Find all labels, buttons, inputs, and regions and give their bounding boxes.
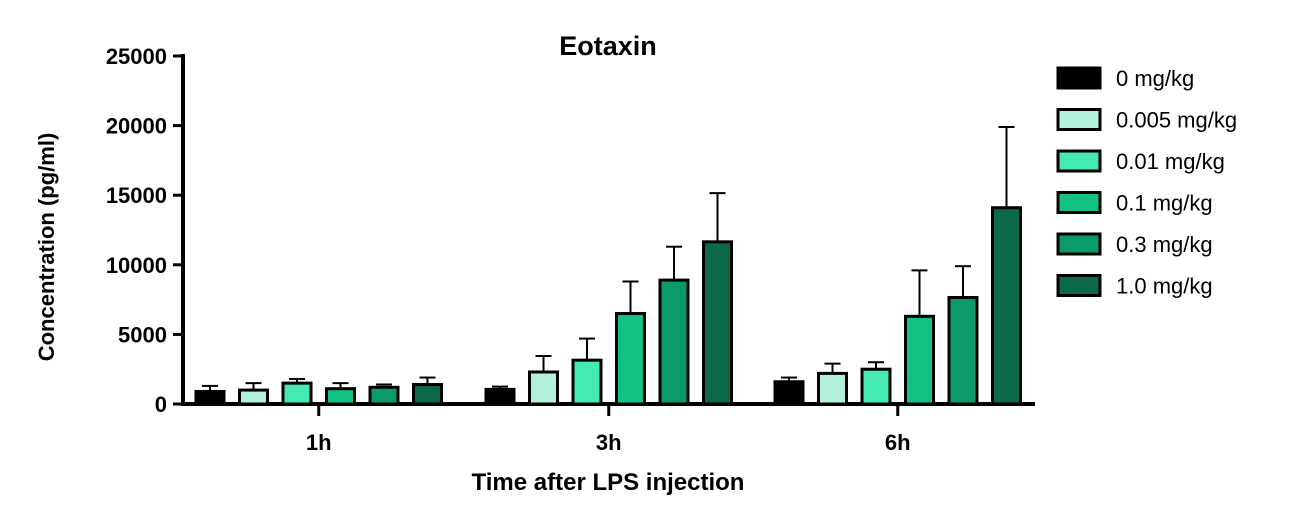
x-tick-label: 1h: [306, 430, 332, 455]
bar-6h-5: [991, 206, 1022, 406]
bar-1h-0: [194, 389, 226, 406]
legend-swatch: [1056, 108, 1102, 131]
y-tick-label: 20000: [106, 114, 167, 139]
bar-6h-4: [947, 296, 979, 406]
bar-1h-5: [412, 383, 443, 406]
legend-label: 0.1 mg/kg: [1116, 191, 1213, 216]
legend-swatch: [1056, 149, 1102, 173]
legend-label: 0.005 mg/kg: [1116, 108, 1237, 133]
bar-1h-2: [281, 381, 313, 406]
legend-swatch: [1056, 191, 1102, 214]
chart-title: Eotaxin: [559, 31, 657, 61]
legend-label: 0.3 mg/kg: [1116, 232, 1213, 257]
y-axis-label: Concentration (pg/ml): [34, 133, 59, 362]
bar-6h-2: [860, 367, 892, 406]
bar-1h-1: [238, 388, 269, 406]
y-tick-label: 0: [155, 392, 167, 417]
bar-6h-1: [817, 371, 848, 406]
legend-label: 0.01 mg/kg: [1116, 149, 1225, 174]
y-tick-label: 10000: [106, 253, 167, 278]
y-tick-label: 25000: [106, 44, 167, 69]
bar-3h-3: [615, 312, 646, 406]
legend-swatch: [1056, 66, 1102, 90]
bar-3h-5: [702, 240, 733, 406]
y-tick-label: 15000: [106, 183, 167, 208]
bar-3h-1: [528, 370, 559, 406]
bar-6h-0: [773, 380, 805, 406]
x-tick-label: 6h: [885, 430, 911, 455]
x-tick-label: 3h: [596, 430, 622, 455]
bar-1h-3: [325, 387, 356, 406]
bar-6h-3: [904, 314, 935, 406]
legend-swatch: [1056, 274, 1102, 297]
y-tick-label: 5000: [118, 322, 167, 347]
bar-3h-2: [571, 358, 603, 406]
legend-label: 1.0 mg/kg: [1116, 274, 1213, 299]
bar-3h-0: [484, 387, 516, 406]
bar-3h-4: [658, 278, 690, 406]
legend-swatch: [1056, 232, 1102, 256]
x-axis-label: Time after LPS injection: [472, 469, 745, 496]
bar-1h-4: [368, 385, 400, 406]
legend-label: 0 mg/kg: [1116, 66, 1194, 91]
